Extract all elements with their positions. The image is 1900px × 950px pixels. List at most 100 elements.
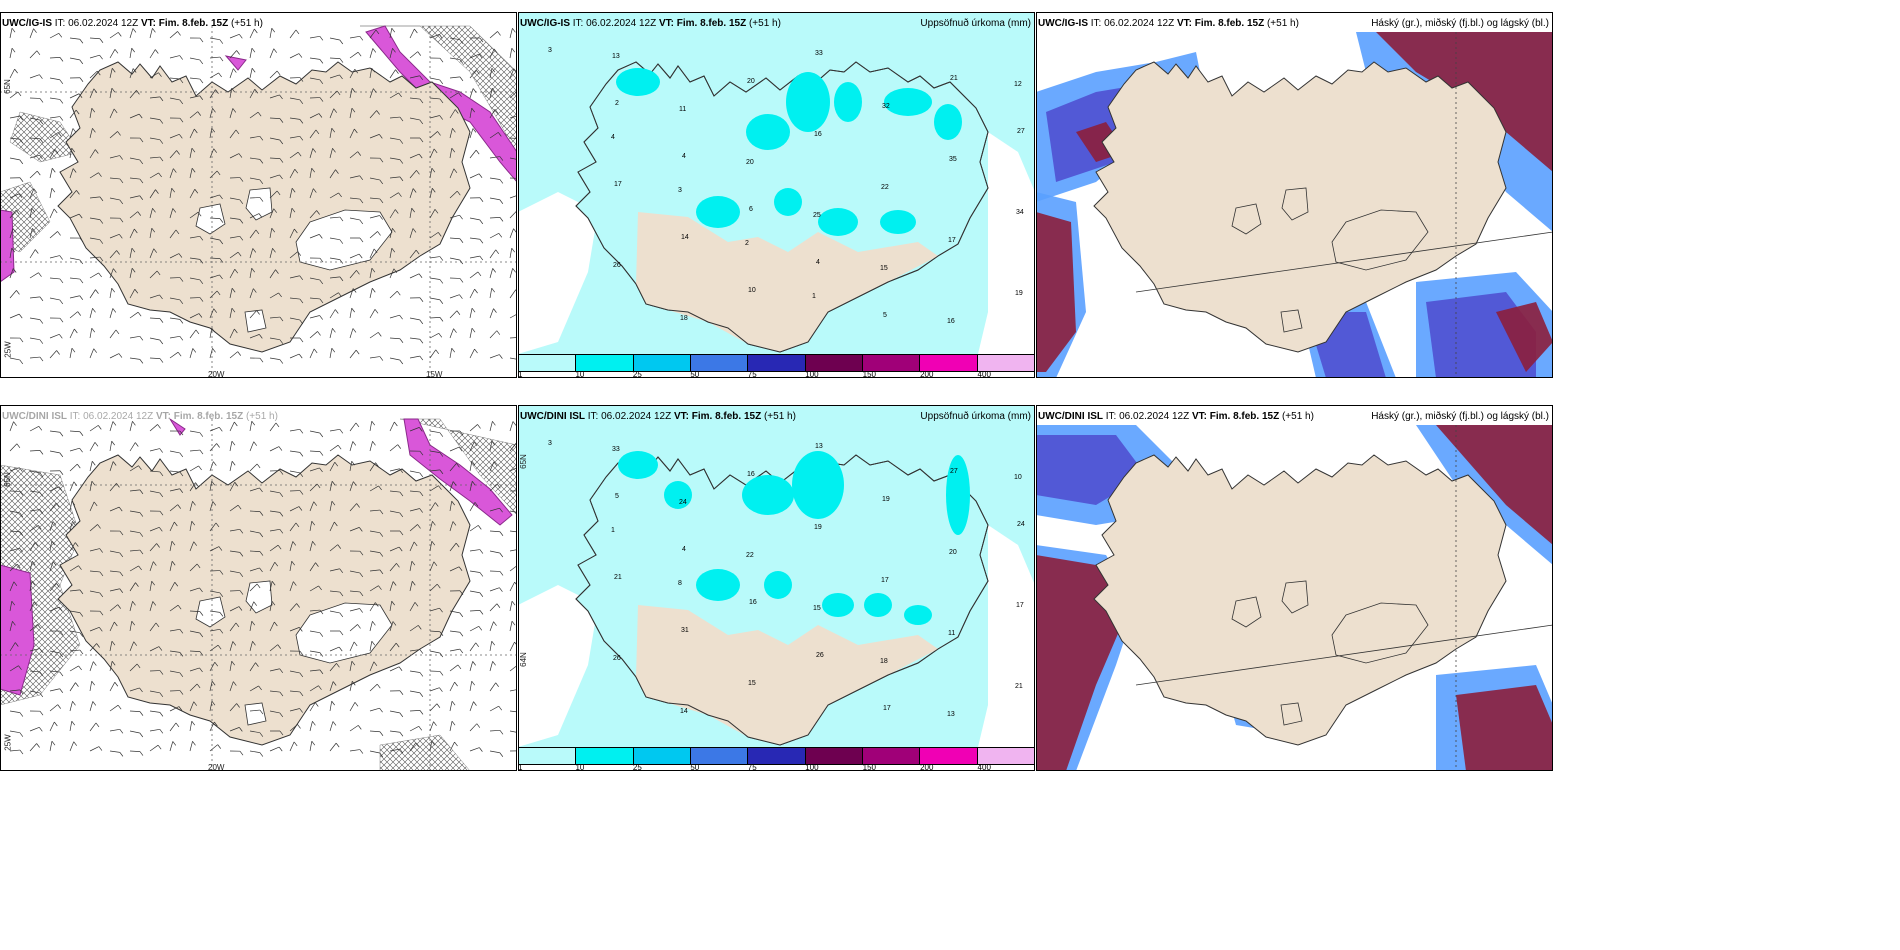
wind-barb (289, 450, 300, 453)
wind-barb (249, 68, 253, 79)
cloud-area (1496, 302, 1553, 372)
wind-barb (189, 95, 200, 99)
wind-barb (329, 742, 337, 752)
wind-barb (509, 268, 513, 279)
wind-barb (89, 643, 97, 652)
colorbar-swatch (862, 748, 921, 764)
wind-barb (249, 177, 260, 181)
wind-barb (369, 661, 375, 672)
wind-barb (9, 601, 13, 612)
wind-barb (489, 750, 500, 754)
wind-barb (69, 721, 73, 732)
wind-barb (129, 248, 133, 259)
precip-value-label: 2 (745, 240, 749, 247)
wind-barb (149, 208, 153, 219)
wind-barb (249, 463, 258, 472)
wind-barb (149, 448, 160, 452)
wind-barb (189, 348, 194, 359)
glacier (245, 187, 273, 221)
wind-barb (449, 348, 453, 359)
colorbar-swatch (690, 355, 749, 371)
wind-barb (389, 209, 396, 219)
wind-barb (149, 189, 156, 199)
precip-map-row2: 3 5 4 16 26 17 27 24 21 31 15 13 19 20 17 26 14 16 19 17 11 2… (518, 405, 1035, 747)
wind-barb (329, 57, 341, 59)
wind-barb (89, 701, 94, 712)
wind-barb (509, 601, 513, 612)
precip-colorbar (518, 747, 1035, 765)
wind-barb (109, 250, 117, 259)
wind-barb (269, 190, 278, 199)
wind-barb (209, 217, 221, 219)
precip-area (946, 455, 970, 535)
wind-barb (429, 188, 433, 199)
wind-barb (289, 541, 294, 552)
wind-barb (129, 565, 139, 572)
precip-area (742, 475, 794, 515)
wind-barb (189, 721, 193, 732)
wind-barb (209, 290, 218, 299)
wind-barb (329, 74, 340, 79)
wind-barb (369, 177, 380, 181)
wind-barb (489, 217, 501, 219)
wind-barb (269, 490, 280, 494)
wind-map-row1 (0, 12, 517, 378)
wind-barb (289, 470, 300, 474)
wind-barb (209, 610, 220, 613)
wind-barb (289, 522, 297, 532)
wind-barb (89, 348, 95, 359)
wind-barb (49, 255, 60, 259)
wind-barb (49, 116, 60, 119)
wind-barb (349, 725, 359, 732)
precip-value-label: 13 (947, 711, 955, 718)
glacier (195, 203, 226, 235)
wind-barb (109, 353, 120, 359)
wind-barb (189, 563, 198, 572)
wind-barb (349, 641, 355, 652)
precip-value-label: 35 (949, 156, 957, 163)
precip-map-panel-row2: 3 5 4 16 26 17 27 24 21 31 15 13 19 20 17 26 14 16 19 17 11 2… (518, 405, 1035, 771)
wind-barb (29, 601, 35, 612)
wind-barb (9, 621, 13, 632)
wind-barb (49, 502, 57, 512)
wind-barb (469, 625, 479, 632)
wind-barb (289, 29, 297, 39)
wind-barb (349, 749, 360, 752)
wind-barb (269, 422, 277, 432)
wind-barb (449, 446, 460, 452)
wind-barb (229, 308, 233, 319)
wind-barb (449, 128, 453, 139)
wind-barb (309, 702, 316, 712)
wind-barb (389, 710, 400, 714)
glacier-outline (1280, 309, 1303, 333)
wind-barb (109, 131, 118, 139)
wind-barb (349, 422, 357, 432)
wind-barb (469, 549, 480, 552)
wind-barb (229, 461, 233, 472)
wind-barb (189, 277, 200, 281)
wind-barb (329, 348, 333, 359)
wind-barb (169, 722, 177, 732)
wind-barb (109, 32, 119, 39)
wind-barb (389, 546, 400, 552)
wind-barb (249, 662, 256, 672)
wind-barb (269, 292, 279, 299)
wind-barb (449, 310, 458, 319)
wind-barb (469, 88, 474, 99)
wind-barb (109, 461, 114, 472)
wind-barb (329, 108, 335, 119)
wind-barb (509, 28, 513, 39)
wind-barb (69, 257, 80, 261)
wind-barb (269, 117, 281, 119)
colorbar-swatch (633, 748, 691, 764)
wind-barb (169, 31, 178, 39)
wind-barb (209, 170, 218, 179)
wind-barb (329, 663, 337, 672)
wind-barb (9, 689, 20, 692)
wind-barb (229, 217, 240, 220)
wind-barb (489, 682, 496, 692)
colorbar-tick-label: 75 (747, 370, 757, 378)
wind-barb (389, 621, 394, 632)
wind-barb (469, 328, 473, 339)
wind-barb (189, 667, 200, 672)
